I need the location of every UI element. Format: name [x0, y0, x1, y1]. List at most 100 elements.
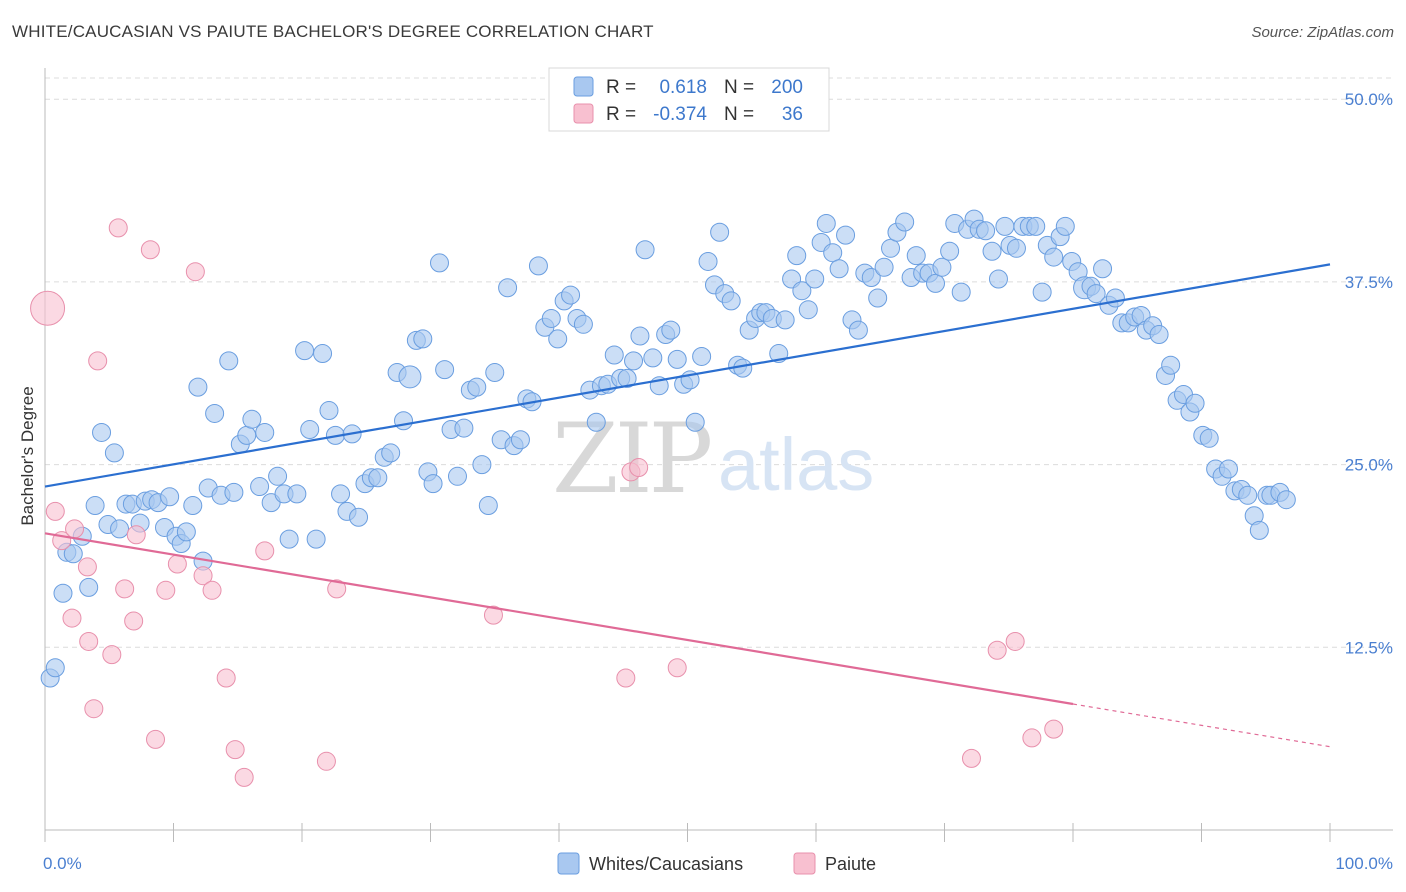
whites-point — [836, 225, 856, 245]
whites-point — [313, 344, 333, 364]
top-legend: R = 0.618 N = 200 R = -0.374 N = 36 — [548, 67, 830, 132]
legend-n-label-paiute: N = — [724, 104, 754, 125]
whites-point — [823, 243, 843, 263]
whites-point — [685, 412, 705, 432]
whites-point — [661, 320, 681, 340]
whites-point — [1026, 216, 1046, 236]
paiute-point — [84, 699, 104, 719]
whites-point — [829, 259, 849, 279]
whites-point — [698, 251, 718, 271]
whites-point — [733, 358, 753, 378]
whites-point — [79, 577, 99, 597]
paiute-point — [234, 767, 254, 787]
whites-point — [279, 529, 299, 549]
whites-point — [110, 519, 130, 539]
whites-point — [881, 238, 901, 258]
whites-point — [775, 310, 795, 330]
whites-point — [1105, 288, 1125, 308]
whites-point — [848, 320, 868, 340]
whites-point — [1199, 428, 1219, 448]
whites-point — [53, 583, 73, 603]
whites-point — [906, 246, 926, 266]
whites-point — [1086, 284, 1106, 304]
paiute-point — [216, 668, 236, 688]
y-tick-label: 25.0% — [1345, 456, 1393, 475]
whites-point — [792, 281, 812, 301]
y-axis-label: Bachelor's Degree — [18, 386, 37, 525]
paiute-point — [140, 240, 160, 260]
whites-point — [498, 278, 518, 298]
whites-point — [982, 241, 1002, 261]
whites-point — [895, 212, 915, 232]
paiute-point — [167, 554, 187, 574]
legend-n-value-paiute: 36 — [782, 104, 803, 125]
whites-point — [798, 300, 818, 320]
trend-layer — [44, 263, 1331, 748]
whites-point — [1185, 393, 1205, 413]
whites-point — [721, 291, 741, 311]
paiute-point — [88, 351, 108, 371]
whites-point — [1276, 490, 1296, 510]
legend-n-value-whites: 200 — [771, 77, 803, 98]
whites-point — [940, 241, 960, 261]
paiute-point — [483, 605, 503, 625]
whites-point — [1044, 247, 1064, 267]
whites-point — [447, 466, 467, 486]
whites-point — [868, 288, 888, 308]
watermark-atlas: atlas — [718, 423, 874, 506]
grid-layer — [45, 77, 1393, 648]
paiute-point — [62, 608, 82, 628]
whites-point — [295, 341, 315, 361]
whites-point — [1093, 259, 1113, 279]
paiute-point — [79, 631, 99, 651]
paiute-point — [1022, 728, 1042, 748]
whites-point — [1238, 485, 1258, 505]
paiute-point — [108, 218, 128, 238]
whites-point — [63, 544, 83, 564]
whites-point — [710, 222, 730, 242]
chart-title: WHITE/CAUCASIAN VS PAIUTE BACHELOR'S DEG… — [12, 22, 654, 41]
whites-trend-line — [44, 263, 1331, 488]
whites-point — [183, 496, 203, 516]
paiute-point — [185, 262, 205, 282]
whites-point — [1006, 238, 1026, 258]
paiute-point — [1044, 719, 1064, 739]
whites-point — [1032, 282, 1052, 302]
whites-point — [1218, 459, 1238, 479]
whites-point — [160, 487, 180, 507]
whites-point — [368, 468, 388, 488]
bottom-legend-swatch-paiute — [793, 852, 816, 875]
x-tick-label-max: 100.0% — [1335, 854, 1393, 873]
whites-point — [85, 496, 105, 516]
whites-point — [454, 418, 474, 438]
whites-point — [349, 507, 369, 527]
paiute-point — [77, 557, 97, 577]
whites-point — [586, 412, 606, 432]
whites-point — [237, 425, 257, 445]
paiute-point — [316, 751, 336, 771]
legend-r-label-paiute: R = — [606, 104, 636, 125]
bottom-legend-label-paiute: Paiute — [825, 854, 876, 874]
y-tick-label: 37.5% — [1345, 273, 1393, 292]
bottom-legend: Whites/Caucasians Paiute — [557, 852, 876, 875]
whites-point — [219, 351, 239, 371]
paiute-trend-line-extension — [1072, 703, 1331, 748]
paiute-point — [987, 640, 1007, 660]
paiute-point — [255, 541, 275, 561]
bottom-legend-swatch-whites — [557, 852, 580, 875]
whites-point — [624, 351, 644, 371]
whites-point — [643, 348, 663, 368]
whites-point — [429, 253, 449, 273]
whites-point — [255, 422, 275, 442]
bottom-legend-label-whites: Whites/Caucasians — [589, 854, 743, 874]
whites-point — [548, 329, 568, 349]
whites-point — [617, 368, 637, 388]
y-tick-label: 12.5% — [1345, 638, 1393, 657]
whites-point — [287, 484, 307, 504]
whites-point — [1149, 325, 1169, 345]
whites-point — [250, 477, 270, 497]
y-tick-label: 50.0% — [1345, 90, 1393, 109]
whites-point — [224, 482, 244, 502]
whites-point — [394, 411, 414, 431]
whites-point — [423, 474, 443, 494]
